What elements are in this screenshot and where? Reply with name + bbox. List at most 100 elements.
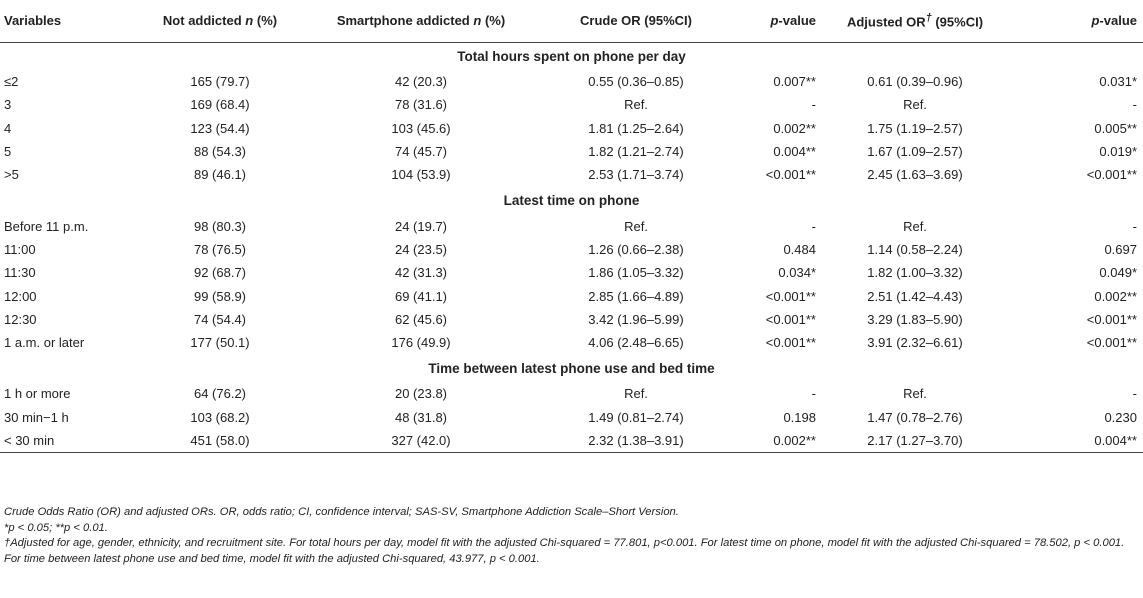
crude-or-cell: 4.06 (2.48–6.65)	[588, 335, 684, 351]
section-header-row: Time between latest phone use and bed ti…	[0, 354, 1143, 382]
adjusted-or-cell: Ref.	[903, 386, 927, 402]
adjusted-or-cell: 3.91 (2.32–6.61)	[867, 335, 963, 351]
header-row: Variables Not addicted n (%) Smartphone …	[0, 0, 1143, 43]
addicted-cell: 74 (45.7)	[394, 144, 448, 160]
crude-p-value-cell: 0.002**	[730, 428, 822, 453]
table-row: 3 169 (68.4) 78 (31.6) Ref. - Ref. -	[0, 93, 1143, 116]
crude-or-cell: Ref.	[624, 386, 648, 402]
crude-or-cell: Ref.	[624, 218, 648, 234]
table-row: 11:30 92 (68.7) 42 (31.3) 1.86 (1.05–3.32) 0…	[0, 261, 1143, 284]
table-body: Total hours spent on phone per day ≤2 165 …	[0, 42, 1143, 453]
crude-p-value-cell: -	[811, 97, 816, 113]
variable-cell: 3	[4, 97, 12, 113]
variable-cell: < 30 min	[0, 428, 140, 453]
adjusted-or-cell: 2.51 (1.42–4.43)	[867, 288, 963, 304]
not-addicted-cell: 165 (79.7)	[190, 74, 250, 90]
crude-or-cell: 2.32 (1.38–3.91)	[542, 428, 730, 453]
header-crude-or: Crude OR (95%CI)	[542, 0, 730, 43]
table-row: 1 a.m. or later 177 (50.1) 176 (49.9) 4.06 …	[0, 331, 1143, 354]
table-row: >5 89 (46.1) 104 (53.9) 2.53 (1.71–3.74) <0.…	[0, 163, 1143, 186]
header-value-suffix: -value	[778, 13, 816, 29]
crude-p-value-cell: 0.004**	[773, 144, 816, 160]
not-addicted-cell: 89 (46.1)	[193, 167, 247, 183]
variable-cell: >5	[4, 167, 19, 183]
variable-cell: 12:30	[4, 311, 37, 327]
addicted-cell: 24 (23.5)	[394, 241, 448, 257]
crude-or-cell: Ref.	[624, 97, 648, 113]
variable-cell: ≤2	[4, 74, 19, 90]
not-addicted-cell: 74 (54.4)	[193, 311, 247, 327]
not-addicted-cell: 451 (58.0)	[140, 428, 300, 453]
section-title: Total hours spent on phone per day	[457, 48, 686, 64]
table-footnotes: Crude Odds Ratio (OR) and adjusted ORs. …	[4, 505, 1140, 567]
adjusted-or-cell: 0.61 (0.39–0.96)	[867, 74, 963, 90]
adjusted-p-value-cell: <0.001**	[1086, 311, 1137, 327]
adjusted-p-value-cell: 0.005**	[1094, 120, 1137, 136]
addicted-cell: 20 (23.8)	[394, 386, 448, 402]
table-row: 12:30 74 (54.4) 62 (45.6) 3.42 (1.96–5.99) <…	[0, 308, 1143, 331]
header-addicted: Smartphone addicted n (%)	[300, 0, 542, 43]
addicted-cell: 176 (49.9)	[391, 335, 451, 351]
addicted-cell: 327 (42.0)	[300, 428, 542, 453]
addicted-cell: 103 (45.6)	[391, 120, 451, 136]
adjusted-or-cell: 3.29 (1.83–5.90)	[867, 311, 963, 327]
header-adjusted-or-text: Adjusted OR	[846, 14, 926, 30]
footnote-significance: *p < 0.05; **p < 0.01.	[4, 521, 108, 534]
addicted-cell: 62 (45.6)	[394, 311, 448, 327]
header-p: p	[1091, 13, 1100, 29]
table-row: 1 h or more 64 (76.2) 20 (23.8) Ref. - Ref. -	[0, 382, 1143, 405]
adjusted-or-cell: 2.17 (1.27–3.70)	[822, 428, 1008, 453]
header-pct: (%)	[256, 13, 278, 29]
crude-p-value-cell: 0.198	[783, 409, 816, 425]
variable-cell: 30 min−1 h	[4, 409, 69, 425]
not-addicted-cell: 177 (50.1)	[190, 335, 250, 351]
adjusted-p-value-cell: 0.002**	[1094, 288, 1137, 304]
variable-cell: 1 a.m. or later	[4, 335, 85, 351]
addicted-cell: 69 (41.1)	[394, 288, 448, 304]
variable-cell: 4	[4, 120, 12, 136]
header-ci: (95%CI)	[935, 14, 984, 30]
table-row: < 30 min 451 (58.0) 327 (42.0) 2.32 (1.38–3…	[0, 428, 1143, 453]
crude-or-cell: 1.26 (0.66–2.38)	[588, 241, 684, 257]
footnote-abbreviations: Crude Odds Ratio (OR) and adjusted ORs. …	[4, 506, 679, 518]
crude-or-cell: 1.86 (1.05–3.32)	[588, 265, 684, 281]
header-variables: Variables	[0, 0, 140, 43]
header-adjusted-or: Adjusted OR† (95%CI)	[822, 0, 1008, 43]
adjusted-p-value-cell: <0.001**	[1086, 167, 1137, 183]
crude-p-value-cell: -	[811, 386, 816, 402]
section-title: Time between latest phone use and bed ti…	[428, 360, 715, 376]
crude-p-value-cell: 0.007**	[773, 74, 816, 90]
crude-p-value-cell: <0.001**	[765, 335, 816, 351]
header-not-addicted: Not addicted n (%)	[140, 0, 300, 43]
adjusted-p-value-cell: -	[1132, 386, 1137, 402]
addicted-cell: 104 (53.9)	[391, 167, 451, 183]
crude-or-cell: 0.55 (0.36–0.85)	[588, 74, 684, 90]
crude-or-cell: 1.82 (1.21–2.74)	[588, 144, 684, 160]
not-addicted-cell: 103 (68.2)	[190, 409, 250, 425]
adjusted-or-cell: Ref.	[903, 218, 927, 234]
table-row: 4 123 (54.4) 103 (45.6) 1.81 (1.25–2.64) 0.0…	[0, 117, 1143, 140]
header-n: n	[245, 13, 254, 29]
crude-p-value-cell: <0.001**	[765, 167, 816, 183]
table-row: ≤2 165 (79.7) 42 (20.3) 0.55 (0.36–0.85) 0.0…	[0, 70, 1143, 93]
table-row: Before 11 p.m. 98 (80.3) 24 (19.7) Ref. - Ref…	[0, 214, 1143, 237]
adjusted-or-cell: Ref.	[903, 97, 927, 113]
adjusted-or-cell: 1.75 (1.19–2.57)	[867, 120, 963, 136]
crude-p-value-cell: <0.001**	[765, 311, 816, 327]
adjusted-or-cell: 1.14 (0.58–2.24)	[867, 241, 963, 257]
crude-p-value-cell: <0.001**	[765, 288, 816, 304]
adjusted-or-cell: 1.82 (1.00–3.32)	[867, 265, 963, 281]
not-addicted-cell: 169 (68.4)	[190, 97, 250, 113]
addicted-cell: 78 (31.6)	[394, 97, 448, 113]
not-addicted-cell: 78 (76.5)	[193, 241, 247, 257]
section-header-row: Latest time on phone	[0, 186, 1143, 214]
table-row: 11:00 78 (76.5) 24 (23.5) 1.26 (0.66–2.38) 0…	[0, 238, 1143, 261]
not-addicted-cell: 92 (68.7)	[193, 265, 247, 281]
variable-cell: 5	[4, 144, 12, 160]
table-row: 5 88 (54.3) 74 (45.7) 1.82 (1.21–2.74) 0.004…	[0, 140, 1143, 163]
crude-p-value-cell: -	[811, 218, 816, 234]
table-row: 30 min−1 h 103 (68.2) 48 (31.8) 1.49 (0.81–…	[0, 406, 1143, 429]
header-value-suffix: -value	[1099, 13, 1137, 29]
variable-cell: 1 h or more	[4, 386, 71, 402]
